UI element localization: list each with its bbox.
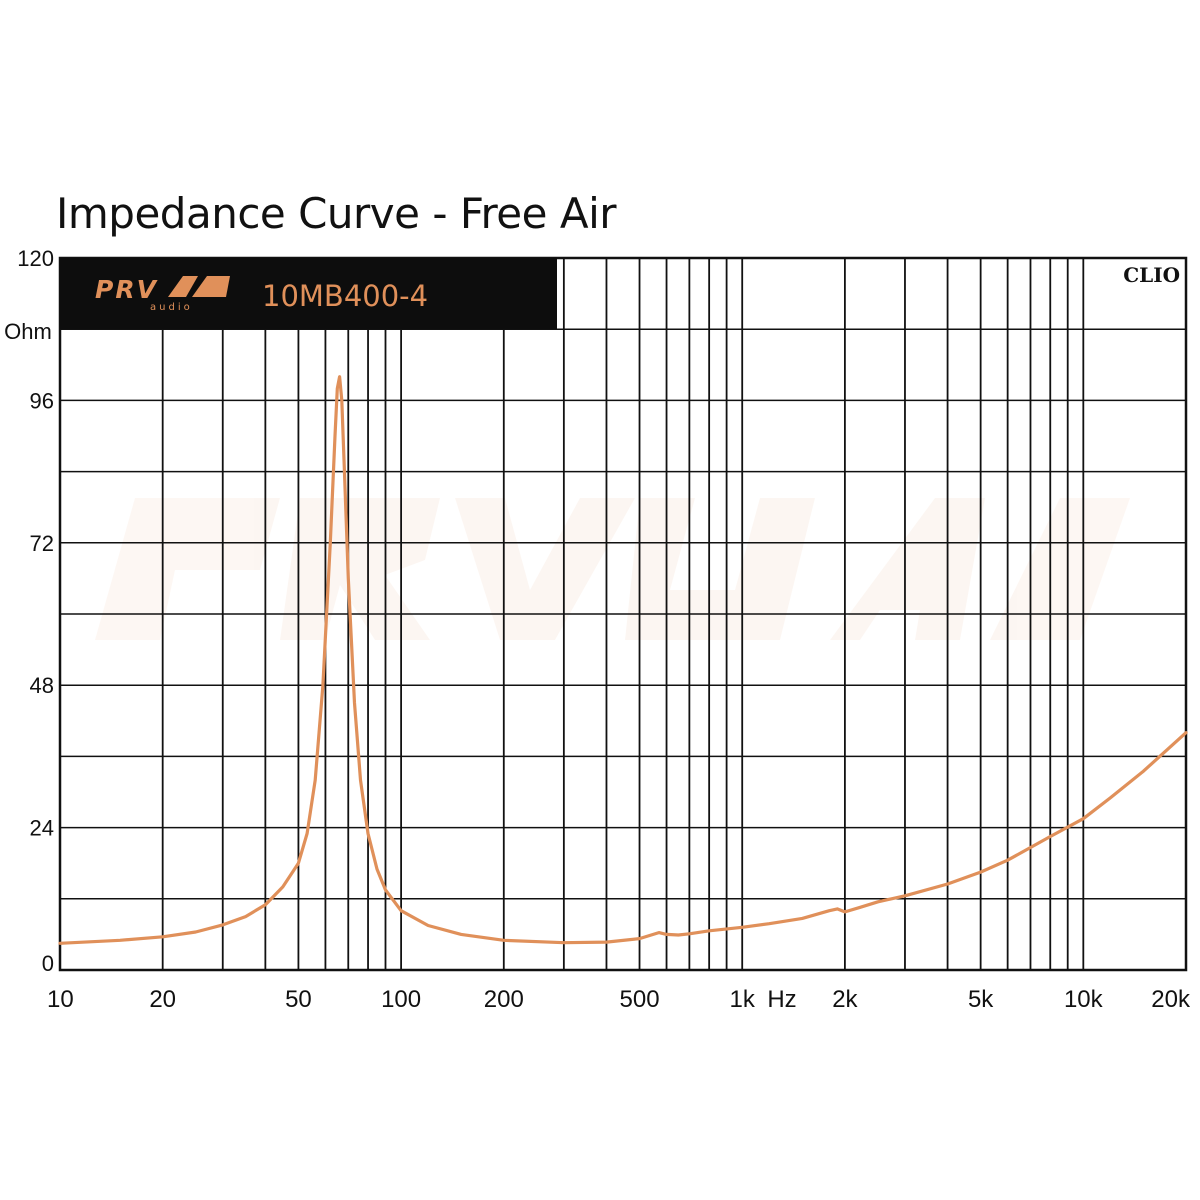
x-tick-label: 200 (484, 986, 524, 1013)
x-tick-labels: 10 20 50 100 200 500 1k 2k 5k 10k 20k (47, 986, 1191, 1013)
y-tick-label: 0 (42, 951, 54, 976)
model-banner: PRV audio 10MB400-4 (60, 258, 557, 329)
x-tick-label: 500 (620, 986, 660, 1013)
x-tick-label: 20k (1151, 986, 1191, 1013)
plot-grid (60, 258, 1186, 970)
y-tick-label: 72 (30, 531, 54, 556)
banner-background (60, 258, 557, 329)
y-tick-label: 24 (30, 816, 54, 841)
x-tick-label: 100 (381, 986, 421, 1013)
watermark-logo (95, 498, 1130, 640)
y-tick-label: 120 (17, 246, 54, 271)
x-tick-label: 5k (968, 986, 994, 1013)
brand-logo: PRV audio (95, 275, 230, 313)
y-tick-label: 96 (30, 388, 54, 413)
chart-title: Impedance Curve - Free Air (56, 189, 617, 238)
x-tick-label: 10k (1064, 986, 1104, 1013)
x-tick-label: 50 (285, 986, 312, 1013)
y-tick-label: 48 (30, 673, 54, 698)
y-tick-labels: 0 24 48 72 96 120 (17, 246, 54, 976)
y-axis-label: Ohm (4, 319, 52, 344)
plot-frame (58, 256, 1188, 972)
x-tick-label: 20 (149, 986, 176, 1013)
impedance-curve (58, 375, 1188, 945)
svg-text:PRV: PRV (95, 275, 158, 304)
clio-label: CLIO (1123, 263, 1180, 287)
x-axis-label: Hz (767, 986, 796, 1013)
x-tick-label: 10 (47, 986, 74, 1013)
svg-text:audio: audio (150, 302, 193, 313)
x-tick-label: 1k (730, 986, 756, 1013)
x-tick-label: 2k (832, 986, 858, 1013)
model-name: 10MB400-4 (262, 279, 428, 313)
